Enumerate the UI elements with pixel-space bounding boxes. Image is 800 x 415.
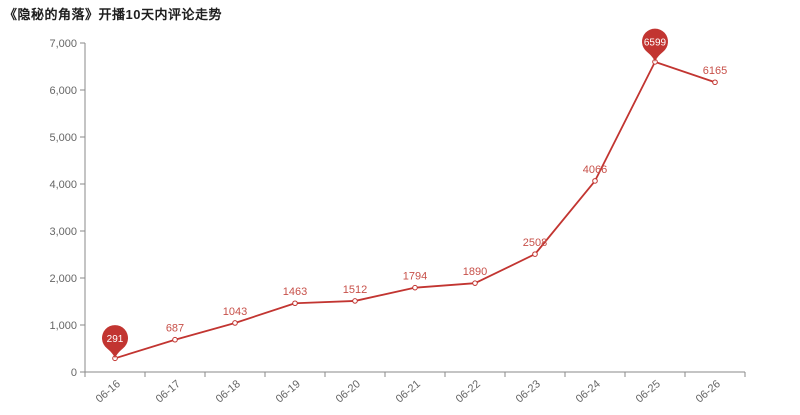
chart-title: 《隐秘的角落》开播10天内评论走势 xyxy=(4,7,222,22)
pin-balloon-icon xyxy=(642,28,668,62)
data-point-label: 1463 xyxy=(283,286,307,298)
pin-value-label: 6599 xyxy=(644,37,667,48)
x-axis-label: 06-17 xyxy=(154,378,183,405)
data-point[interactable] xyxy=(232,320,238,326)
x-axis-label: 06-18 xyxy=(214,378,243,405)
y-axis-label: 4,000 xyxy=(49,179,77,191)
data-point[interactable] xyxy=(352,298,358,304)
x-axis-label: 06-24 xyxy=(574,378,603,405)
y-axis-label: 6,000 xyxy=(49,85,77,97)
data-point-label: 1512 xyxy=(343,284,367,296)
x-axis-label: 06-26 xyxy=(694,378,723,405)
pin-marker-min: 291 xyxy=(102,325,128,359)
pin-value-label: 291 xyxy=(107,334,124,345)
data-point[interactable] xyxy=(292,300,298,307)
data-point-label: 6165 xyxy=(703,65,727,77)
data-point[interactable] xyxy=(172,336,178,343)
x-axis-label: 06-16 xyxy=(94,378,123,405)
data-point-label: 2508 xyxy=(523,237,547,249)
pin-balloon-icon xyxy=(102,325,128,359)
data-point[interactable] xyxy=(532,251,538,257)
y-axis-label: 1,000 xyxy=(49,320,77,332)
data-point-label: 1794 xyxy=(403,271,427,283)
y-axis-label: 0 xyxy=(71,367,77,379)
x-axis-label: 06-23 xyxy=(514,378,543,405)
y-axis-label: 3,000 xyxy=(49,226,77,238)
y-axis-label: 5,000 xyxy=(49,132,77,144)
x-axis-label: 06-25 xyxy=(634,378,663,405)
data-point-label: 4066 xyxy=(583,164,607,176)
series-line xyxy=(114,60,716,360)
y-axis-label: 7,000 xyxy=(49,38,77,50)
data-point-label: 1043 xyxy=(223,306,247,318)
data-point-label: 1890 xyxy=(463,266,487,278)
pin-marker-max: 6599 xyxy=(642,28,668,62)
x-axis-label: 06-19 xyxy=(274,378,303,405)
x-axis-label: 06-22 xyxy=(454,378,483,405)
data-point[interactable] xyxy=(412,284,418,291)
x-axis-label: 06-21 xyxy=(394,378,423,405)
y-axis-label: 2,000 xyxy=(49,273,77,285)
data-point[interactable] xyxy=(472,280,478,286)
data-point[interactable] xyxy=(712,79,718,86)
data-point[interactable] xyxy=(592,178,598,184)
x-axis-label: 06-20 xyxy=(334,378,363,405)
data-point-label: 687 xyxy=(166,323,184,335)
